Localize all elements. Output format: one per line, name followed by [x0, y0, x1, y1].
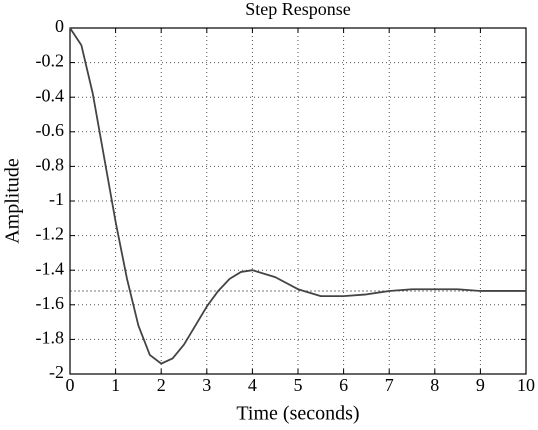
x-tick-label: 8	[430, 375, 439, 395]
y-tick-label: -0.8	[36, 155, 65, 175]
x-tick-label: 5	[294, 375, 303, 395]
y-tick-label: -0.4	[36, 85, 65, 105]
y-tick-label: -0.2	[36, 51, 65, 71]
y-tick-label: 0	[55, 16, 64, 36]
response-line	[69, 27, 526, 365]
y-axis-label: Amplitude	[2, 158, 24, 244]
chart-title: Step Response	[245, 0, 351, 19]
x-tick-label: 2	[157, 375, 166, 395]
y-tick-label: -0.6	[36, 120, 65, 140]
y-tick-label: -1.4	[36, 258, 65, 278]
x-tick-label: 10	[517, 375, 535, 395]
y-tick-label: -1.2	[36, 224, 65, 244]
y-tick-label: -1	[49, 189, 64, 209]
x-tick-label: 7	[385, 375, 394, 395]
y-tick-label: -2	[49, 362, 64, 382]
x-tick-label: 3	[202, 375, 211, 395]
y-tick-label: -1.6	[36, 293, 65, 313]
x-tick-label: 4	[248, 375, 257, 395]
x-axis-label: Time (seconds)	[236, 403, 359, 425]
x-tick-label: 6	[339, 375, 348, 395]
x-tick-label: 1	[111, 375, 120, 395]
plot-frame	[69, 27, 527, 375]
x-tick-label: 9	[476, 375, 485, 395]
x-tick-label: 0	[66, 375, 75, 395]
y-tick-label: -1.8	[36, 328, 65, 348]
